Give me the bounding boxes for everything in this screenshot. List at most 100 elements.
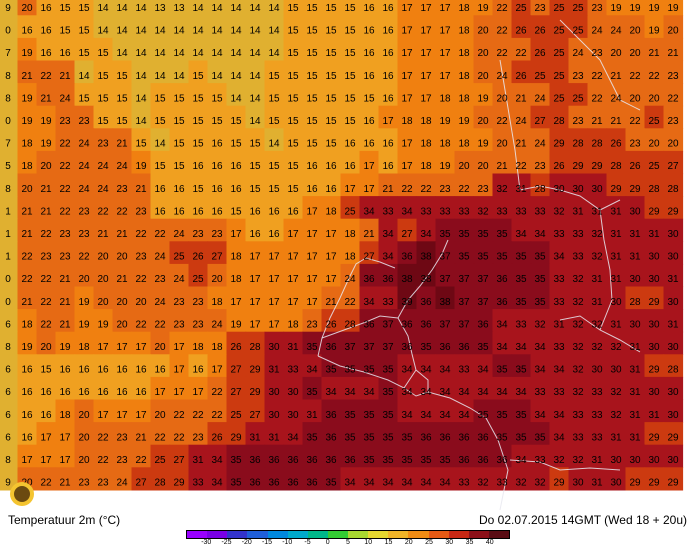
temperature-cell (492, 37, 513, 62)
temperature-cell (188, 376, 209, 401)
temperature-cell (55, 218, 76, 242)
temperature-value: 14 (268, 3, 280, 14)
temperature-cell (150, 309, 171, 333)
temperature-value: 32 (610, 342, 622, 353)
temperature-value: 21 (59, 319, 71, 330)
legend-swatch (267, 531, 288, 538)
temperature-value: 33 (591, 410, 603, 421)
temperature-cell (93, 60, 114, 84)
temperature-value: 23 (59, 229, 71, 240)
temperature-value: 14 (135, 48, 147, 59)
temperature-value: 31 (629, 387, 641, 398)
temperature-cell (150, 60, 171, 84)
temperature-cell (0, 422, 19, 446)
temperature-cell (511, 376, 532, 401)
temperature-value: 36 (420, 297, 432, 308)
temperature-cell (625, 444, 646, 468)
temperature-cell (245, 309, 266, 333)
temperature-cell (454, 376, 475, 401)
temperature-cell (511, 309, 532, 333)
temperature-value: 22 (40, 274, 52, 285)
coast-baltic (519, 185, 621, 211)
temperature-value: 19 (21, 48, 33, 59)
temperature-cell (625, 173, 646, 197)
temperature-value: 37 (477, 297, 489, 308)
temperature-cell (340, 37, 361, 62)
temperature-cell (435, 422, 456, 446)
temperature-value: 33 (553, 297, 565, 308)
temperature-cell (416, 128, 437, 152)
temperature-cell (0, 128, 19, 152)
temperature-value: 33 (496, 478, 508, 489)
temperature-value: 29 (648, 297, 660, 308)
temperature-cell (74, 105, 95, 129)
temperature-value: 26 (534, 48, 546, 59)
temperature-cell (644, 399, 665, 423)
map-timestamp: Do 02.07.2015 14GMT (Wed 18 + 20u) (478, 513, 687, 527)
temperature-value: 28 (591, 139, 603, 150)
temperature-cell (226, 105, 247, 129)
temperature-value: 30 (648, 387, 660, 398)
temperature-value: 22 (40, 297, 52, 308)
temperature-cell (169, 331, 190, 355)
temperature-value: 14 (230, 71, 242, 82)
temperature-value: 31 (629, 410, 641, 421)
temperature-value: 9 (5, 3, 11, 14)
temperature-value: 35 (534, 274, 546, 285)
legend-swatch (408, 531, 429, 538)
temperature-cell (359, 444, 380, 468)
temperature-cell (131, 83, 152, 107)
temperature-cell (226, 0, 247, 16)
temperature-value: 17 (173, 342, 185, 353)
legend-tick-label: -25 (221, 539, 232, 546)
temperature-cell (416, 37, 437, 62)
temperature-cell (131, 467, 152, 491)
temperature-value: 24 (173, 274, 185, 285)
temperature-value: 21 (21, 229, 33, 240)
temperature-value: 14 (97, 3, 109, 14)
temperature-cell (359, 173, 380, 197)
map-footer: Temperatuur 2m (°C) Do 02.07.2015 14GMT … (0, 510, 695, 549)
temperature-cell (74, 128, 95, 152)
temperature-value: 21 (116, 139, 128, 150)
temperature-cell (549, 83, 570, 107)
temperature-value: 15 (173, 139, 185, 150)
temperature-value: 33 (458, 206, 470, 217)
temperature-value: 22 (135, 229, 147, 240)
temperature-value: 15 (325, 71, 337, 82)
temperature-value: 30 (648, 455, 660, 466)
temperature-value: 23 (154, 274, 166, 285)
temperature-cell (131, 309, 152, 333)
temperature-value: 30 (287, 410, 299, 421)
coast-sweden (559, 19, 641, 111)
temperature-cell (226, 60, 247, 84)
temperature-value: 24 (154, 297, 166, 308)
temperature-cell (264, 37, 285, 62)
temperature-cell (321, 444, 342, 468)
temperature-cell (530, 128, 551, 152)
temperature-cell (416, 218, 437, 242)
temperature-value: 17 (439, 26, 451, 37)
temperature-value: 16 (192, 161, 204, 172)
temperature-cell (131, 331, 152, 355)
temperature-cell (473, 286, 494, 310)
temperature-cell (188, 83, 209, 107)
temperature-cell (226, 263, 247, 288)
temperature-cell (606, 60, 627, 84)
temperature-value: 16 (97, 365, 109, 376)
temperature-value: 16 (116, 365, 128, 376)
temperature-value: 25 (572, 93, 584, 104)
temperature-cell (226, 218, 247, 242)
temperature-cell (150, 444, 171, 468)
temperature-cell (397, 241, 418, 265)
temperature-value: 14 (135, 93, 147, 104)
temperature-cell (17, 196, 38, 220)
temperature-cell (340, 128, 361, 152)
temperature-cell (454, 263, 475, 288)
temperature-cell (511, 105, 532, 129)
temperature-value: 32 (477, 206, 489, 217)
temperature-cell (169, 218, 190, 242)
temperature-cell (625, 60, 646, 84)
temperature-value: 16 (211, 139, 223, 150)
temperature-value: 16 (59, 48, 71, 59)
